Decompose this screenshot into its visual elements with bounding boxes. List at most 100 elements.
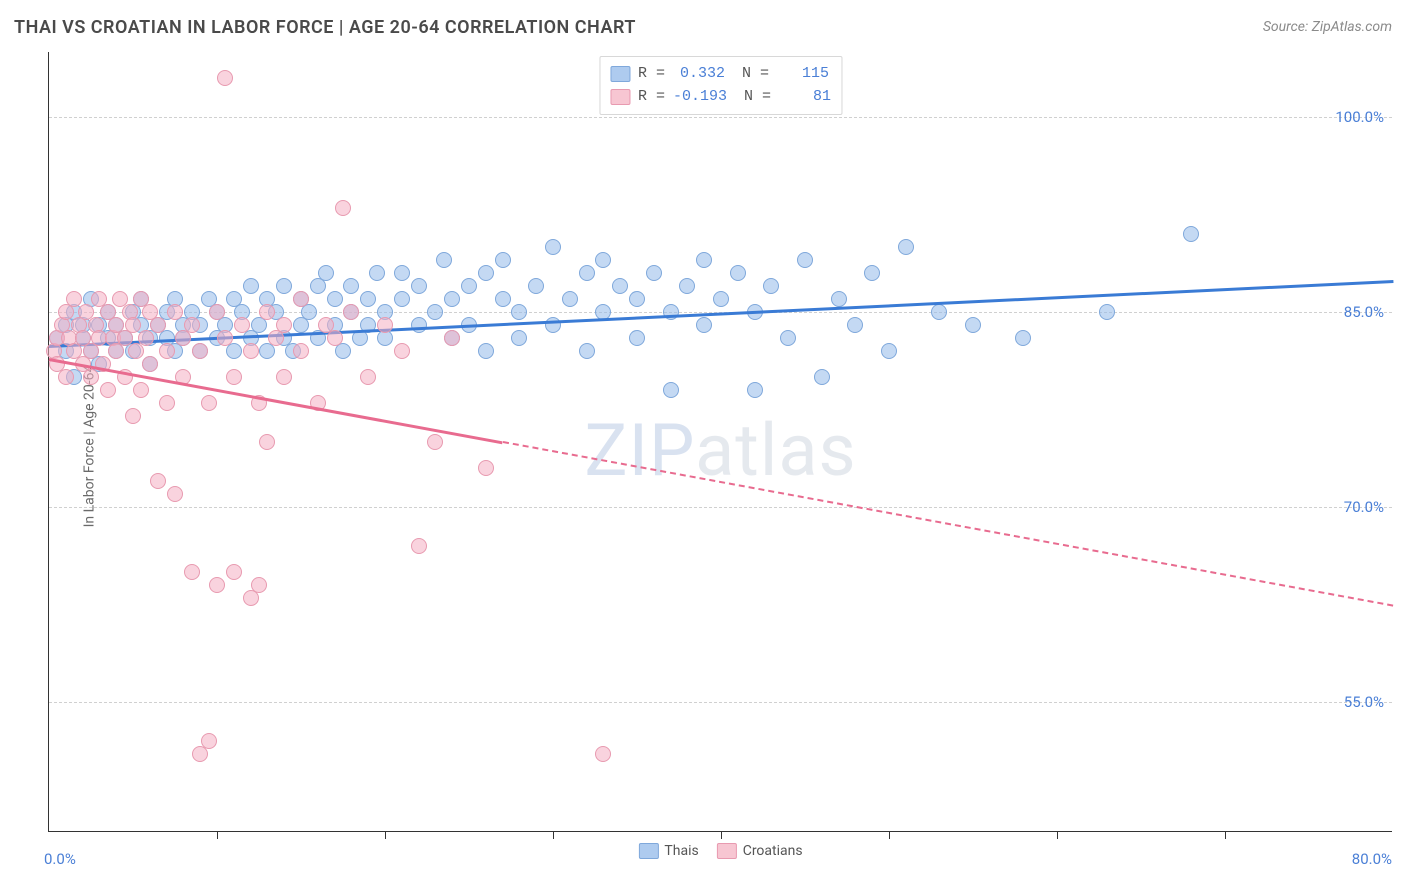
data-point [327, 291, 343, 307]
data-point [864, 265, 880, 281]
data-point [251, 577, 267, 593]
data-point [100, 382, 116, 398]
data-point [369, 265, 385, 281]
chart-container: THAI VS CROATIAN IN LABOR FORCE | AGE 20… [0, 0, 1406, 892]
legend-item-croatians: Croatians [717, 843, 803, 859]
data-point [436, 252, 452, 268]
data-point [66, 291, 82, 307]
data-point [167, 304, 183, 320]
data-point [411, 538, 427, 554]
data-point [1099, 304, 1115, 320]
data-point [217, 330, 233, 346]
data-point [201, 733, 217, 749]
data-point [259, 304, 275, 320]
source-label: Source: ZipAtlas.com [1263, 19, 1392, 35]
data-point [133, 382, 149, 398]
data-point [318, 265, 334, 281]
data-point [167, 486, 183, 502]
n-label: N = [733, 63, 769, 86]
data-point [201, 395, 217, 411]
data-point [528, 278, 544, 294]
data-point [478, 265, 494, 281]
plot-area: ZIPatlas R =0.332 N =115 R =-0.193 N =81… [48, 52, 1392, 832]
data-point [595, 252, 611, 268]
data-point [444, 330, 460, 346]
data-point [159, 343, 175, 359]
y-tick-label: 55.0% [1344, 693, 1384, 711]
data-point [58, 369, 74, 385]
data-point [377, 317, 393, 333]
data-point [713, 291, 729, 307]
data-point [276, 278, 292, 294]
y-tick-label: 100.0% [1335, 108, 1384, 126]
legend-label: Thais [664, 843, 698, 859]
trend-line [49, 358, 503, 444]
gridline [49, 507, 1392, 508]
data-point [965, 317, 981, 333]
header: THAI VS CROATIAN IN LABOR FORCE | AGE 20… [14, 8, 1392, 46]
series-legend: Thais Croatians [638, 843, 802, 859]
data-point [831, 291, 847, 307]
data-point [579, 343, 595, 359]
data-point [411, 278, 427, 294]
data-point [159, 395, 175, 411]
swatch-croatians [610, 89, 630, 105]
gridline [49, 117, 1392, 118]
data-point [427, 304, 443, 320]
data-point [562, 291, 578, 307]
data-point [1015, 330, 1031, 346]
data-point [276, 317, 292, 333]
data-point [125, 408, 141, 424]
data-point [360, 369, 376, 385]
data-point [192, 343, 208, 359]
data-point [495, 291, 511, 307]
data-point [142, 356, 158, 372]
legend-label: Croatians [743, 843, 803, 859]
swatch-thais [638, 843, 658, 859]
data-point [343, 304, 359, 320]
x-tick [217, 831, 218, 839]
data-point [898, 239, 914, 255]
swatch-thais [610, 66, 630, 82]
data-point [780, 330, 796, 346]
x-tick [721, 831, 722, 839]
data-point [495, 252, 511, 268]
data-point [629, 291, 645, 307]
data-point [478, 460, 494, 476]
data-point [343, 278, 359, 294]
data-point [138, 330, 154, 346]
data-point [411, 317, 427, 333]
r-value: -0.193 [673, 86, 727, 109]
y-tick-label: 70.0% [1344, 498, 1384, 516]
data-point [646, 265, 662, 281]
data-point [814, 369, 830, 385]
x-tick [1057, 831, 1058, 839]
data-point [747, 382, 763, 398]
data-point [243, 343, 259, 359]
data-point [763, 278, 779, 294]
data-point [394, 265, 410, 281]
data-point [679, 278, 695, 294]
data-point [797, 252, 813, 268]
data-point [427, 434, 443, 450]
data-point [545, 239, 561, 255]
data-point [184, 317, 200, 333]
data-point [184, 564, 200, 580]
n-value: 115 [777, 63, 829, 86]
swatch-croatians [717, 843, 737, 859]
data-point [696, 252, 712, 268]
data-point [209, 304, 225, 320]
x-tick [385, 831, 386, 839]
data-point [931, 304, 947, 320]
data-point [209, 577, 225, 593]
data-point [234, 317, 250, 333]
data-point [327, 330, 343, 346]
data-point [881, 343, 897, 359]
data-point [293, 291, 309, 307]
watermark: ZIPatlas [584, 408, 856, 493]
data-point [360, 291, 376, 307]
data-point [335, 200, 351, 216]
data-point [394, 291, 410, 307]
data-point [394, 343, 410, 359]
data-point [595, 746, 611, 762]
